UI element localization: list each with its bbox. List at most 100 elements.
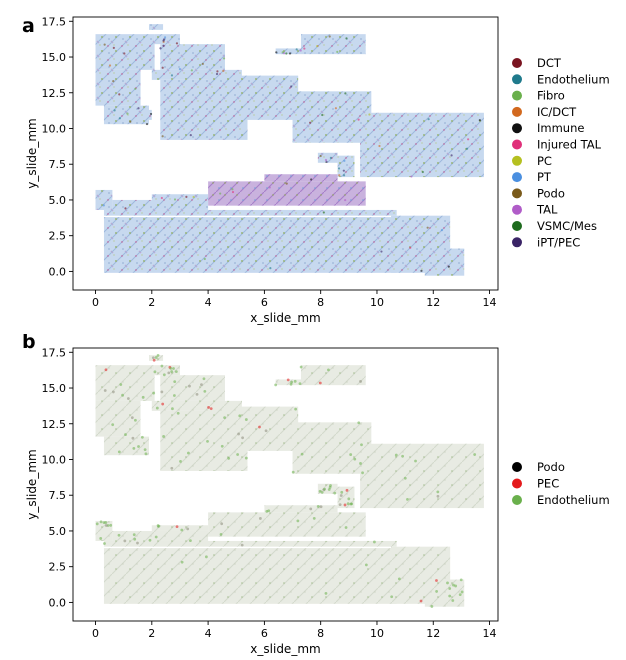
panel-a-cell-point	[380, 250, 383, 253]
panel-b-cell-point	[359, 379, 362, 383]
panel-a-cell-point	[190, 69, 193, 72]
panel-a-tissue-region	[424, 248, 465, 276]
panel-a-cell-point	[112, 80, 115, 83]
panel-b-cell-point	[99, 520, 103, 524]
panel-b-cell-point	[324, 592, 328, 595]
panel-b-cell-point	[343, 503, 347, 507]
panel-b-cell-point	[227, 457, 231, 460]
panel-a-legend-marker	[512, 106, 522, 117]
panel-b-cell-point	[323, 487, 326, 491]
panel-a-cell-point	[137, 107, 140, 110]
panel-a-x-tick-label: 8	[317, 296, 324, 309]
panel-a-cell-point	[231, 190, 235, 194]
panel-a-cell-point	[329, 156, 332, 159]
panel-a-legend-label: PC	[537, 154, 552, 168]
panel-b-tissue-region	[103, 548, 397, 604]
panel-b-cell-point	[451, 599, 455, 602]
panel-a-cell-point	[201, 62, 204, 65]
panel-b-cell-point	[259, 517, 262, 520]
panel-b-cell-point	[318, 381, 322, 385]
panel-a-cell-point	[178, 68, 182, 71]
panel-b-cell-point	[137, 445, 140, 448]
panel-b-cell-point	[318, 489, 322, 493]
panel-a-cell-point	[203, 257, 206, 261]
panel-a-legend-label: Endothelium	[537, 72, 610, 86]
panel-b-y-tick-label: 2.5	[49, 561, 67, 574]
panel-a-cell-point	[345, 37, 348, 40]
panel-b-cell-point	[141, 395, 145, 399]
panel-a-x-tick-label: 12	[426, 296, 440, 309]
panel-a-cell-point	[322, 211, 325, 214]
panel-a-tissue-region	[300, 34, 366, 55]
panel-a-legend-label: VSMC/Mes	[537, 219, 597, 233]
panel-a-legend-label: Immune	[537, 121, 584, 135]
panel-b-cell-point	[344, 526, 348, 529]
panel-a-cell-point	[170, 74, 174, 77]
panel-a-cell-point	[420, 269, 423, 272]
panel-a-legend-label: TAL	[536, 203, 558, 217]
panel-b-cell-point	[161, 402, 165, 406]
panel-b-cell-point	[319, 505, 323, 509]
panel-a-cell-point	[378, 144, 381, 148]
panel-a-cell-point	[162, 44, 165, 47]
panel-a-cell-point	[303, 47, 306, 50]
panel-b-cell-point	[267, 509, 271, 513]
panel-b-cell-point	[346, 502, 350, 506]
panel-b-tissue-region	[95, 400, 141, 437]
panel-b-cell-point	[240, 543, 244, 547]
panel-b-cell-point	[446, 581, 449, 585]
panel-b-cell-point	[345, 488, 349, 492]
panel-b-tissue-region	[317, 483, 338, 494]
panel-b-cell-point	[206, 439, 209, 443]
panel-a-tissue-region	[148, 24, 164, 30]
panel-b-tissue-region	[154, 365, 180, 376]
panel-b-cell-point	[320, 491, 324, 494]
panel-b-cell-point	[179, 460, 182, 463]
panel-b-y-tick-label: 10.0	[42, 453, 67, 466]
panel-a-tissue-region	[103, 105, 149, 125]
panel-b-y-tick-label: 5.0	[49, 525, 67, 538]
panel-a-legend-marker	[512, 221, 522, 231]
panel-b-y-tick-label: 7.5	[49, 489, 67, 502]
panel-a-legend-marker	[512, 90, 522, 101]
panel-b-tissue-region	[264, 505, 338, 513]
panel-a: a 0 2 4 6 8 10 12 14 0.0 2.5 5.0 7.5 10.0 12.5 15.0 17…	[22, 15, 610, 325]
panel-a-cell-point	[103, 43, 106, 46]
panel-a-y-tick-label: 15.0	[42, 51, 67, 64]
panel-b-label: b	[22, 331, 36, 353]
panel-b-cell-point	[264, 429, 268, 433]
panel-a-cell-point	[290, 85, 293, 88]
panel-a-tissue-region	[208, 75, 299, 120]
panel-a-cell-point	[269, 267, 272, 270]
panel-b-legend-label: Endothelium	[537, 493, 610, 507]
panel-b-tissue-region	[160, 375, 225, 401]
panel-b-cell-point	[373, 540, 376, 544]
panel-a-cell-point	[342, 174, 346, 177]
panel-b-cell-point	[291, 470, 295, 474]
panel-b-cell-point	[174, 370, 178, 373]
panel-b-cell-point	[353, 457, 357, 461]
panel-b-cell-point	[156, 353, 160, 357]
panel-b-cell-point	[473, 453, 477, 456]
panel-b-cell-point	[220, 444, 224, 448]
panel-b-x-tick-label: 12	[426, 627, 440, 640]
panel-b-cell-point	[175, 525, 179, 528]
panel-b-cell-point	[124, 433, 127, 436]
panel-a-cell-point	[467, 138, 470, 141]
panel-a-x-tick-label: 14	[483, 296, 497, 309]
panel-b-cell-point	[153, 370, 157, 374]
panel-a-cell-point	[219, 192, 222, 195]
panel-b-y-tick-label: 0.0	[49, 596, 67, 609]
panel-b-cell-point	[103, 389, 107, 392]
panel-a-cell-point	[149, 112, 153, 116]
panel-a-cell-point	[231, 188, 234, 191]
panel-a-cell-point	[118, 117, 121, 120]
panel-a-cell-point	[421, 170, 424, 174]
panel-b-cell-point	[162, 373, 166, 377]
panel-b-dots	[95, 353, 477, 608]
panel-b-cell-point	[220, 522, 224, 526]
panel-a-cell-point	[343, 159, 346, 162]
panel-a-cell-point	[344, 198, 347, 202]
panel-a-cell-point	[189, 134, 192, 137]
panel-b-cell-point	[133, 537, 137, 541]
